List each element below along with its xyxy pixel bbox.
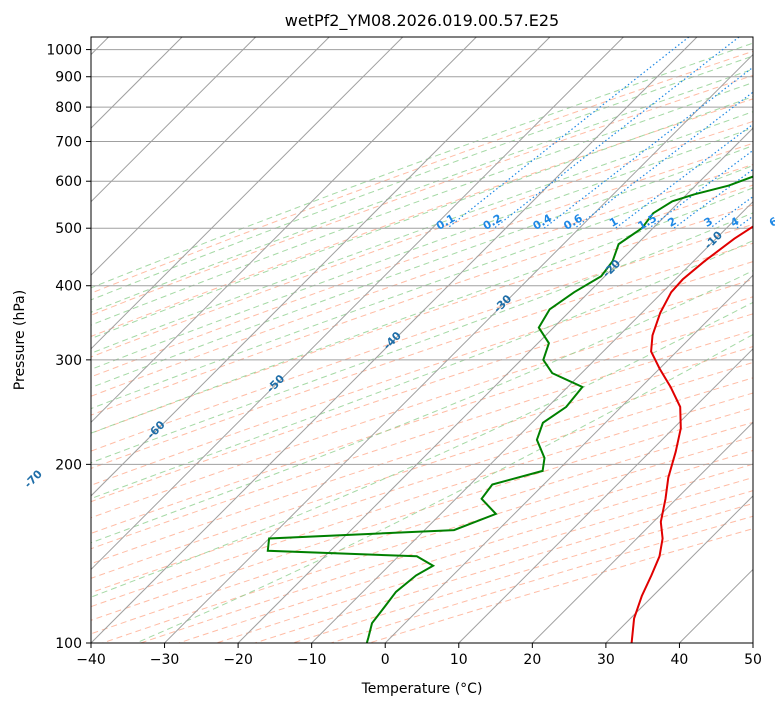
y-axis-label: Pressure (hPa) (12, 290, 28, 390)
moist-adiabat (91, 96, 753, 340)
y-tick-label: 800 (55, 100, 82, 116)
isotherm-line (679, 568, 753, 643)
x-tick-label: −20 (223, 652, 253, 668)
mixing-ratio-line (615, 123, 753, 229)
moist-adiabat (91, 164, 753, 410)
x-tick-label: −30 (150, 652, 180, 668)
x-tick-label: 50 (744, 652, 762, 668)
x-tick-label: −10 (297, 652, 327, 668)
background-lines (91, 37, 753, 643)
isotherm-label: -20 (600, 257, 623, 280)
y-tick-label: 600 (55, 174, 82, 190)
moist-adiabat (91, 145, 753, 389)
dewpoint-line (266, 175, 753, 643)
data-series (266, 175, 753, 643)
mixing-ratio-label: 0.4 (531, 212, 555, 233)
dry-adiabat (369, 528, 753, 643)
isotherm-line (91, 37, 551, 497)
y-tick-label: 400 (55, 279, 82, 295)
x-tick-label: 20 (523, 652, 541, 668)
chart-title: wetPf2_YM08.2026.019.00.57.E25 (285, 11, 559, 31)
moist-adiabat (91, 212, 753, 464)
dry-adiabat (91, 377, 753, 594)
isotherm-line (752, 642, 753, 643)
y-tick-label: 900 (55, 70, 82, 86)
mixing-ratio-label: 0.1 (434, 212, 457, 233)
dry-adiabat (91, 50, 753, 294)
x-axis: −40 −30 −20 −10 0 10 20 30 40 50 (76, 643, 762, 668)
y-tick-label: 300 (55, 353, 82, 369)
mixing-ratio-label: 0.2 (481, 212, 504, 233)
isotherm-label: -30 (491, 292, 514, 315)
dry-adiabat (91, 223, 753, 452)
dry-adiabat (292, 502, 753, 643)
isotherm-line (531, 421, 753, 643)
y-tick-label: 1000 (46, 43, 82, 59)
isotherm-line (91, 37, 477, 424)
isotherm-line (91, 37, 698, 643)
moist-adiabat (91, 127, 753, 370)
isotherm-line (91, 37, 624, 571)
isotherm-line (384, 274, 753, 643)
mixing-ratio-line (493, 37, 740, 229)
dry-adiabat (91, 163, 753, 397)
mixing-ratio-label: 3 (702, 215, 715, 230)
mixing-ratio-label: 6 (767, 214, 775, 229)
mixing-ratio-label: 2 (666, 215, 679, 230)
plot-frame (90, 36, 754, 644)
y-tick-label: 200 (55, 457, 82, 473)
isotherm-label: -60 (144, 418, 167, 441)
isotherm-line (458, 348, 753, 643)
moist-adiabat (91, 111, 753, 354)
mixing-ratio-label: 1 (607, 215, 620, 230)
isotherm-line (164, 53, 753, 643)
moist-adiabat (91, 82, 753, 326)
dry-adiabat (91, 313, 753, 534)
temperature-line (630, 225, 753, 643)
mixing-ratio-line (543, 66, 753, 229)
dry-adiabat (91, 74, 753, 316)
isotherm-line (605, 495, 753, 643)
y-tick-label: 100 (55, 636, 82, 652)
dry-adiabat (178, 463, 753, 643)
x-tick-label: 0 (381, 652, 390, 668)
dry-adiabat (91, 142, 753, 378)
isotherm-label: -70 (22, 467, 45, 490)
moist-adiabat (91, 187, 753, 434)
moist-adiabat (91, 55, 753, 301)
x-tick-label: −40 (76, 652, 106, 668)
y-tick-label: 500 (55, 221, 82, 237)
dry-adiabat (91, 278, 753, 503)
y-axis: 1000 900 800 700 600 500 400 300 200 100 (46, 43, 91, 652)
moist-adiabat (91, 68, 753, 313)
mixing-ratio-label: 4 (728, 214, 741, 229)
isotherm-line (91, 37, 404, 350)
isotherm-line (237, 127, 753, 643)
x-tick-label: 10 (450, 652, 468, 668)
x-axis-label: Temperature (°C) (361, 681, 483, 697)
x-tick-label: 40 (671, 652, 689, 668)
isotherm-line (91, 37, 330, 276)
dry-adiabat (91, 329, 753, 550)
y-tick-label: 700 (55, 134, 82, 150)
dry-adiabat (91, 184, 753, 416)
x-tick-label: 30 (597, 652, 615, 668)
moist-adiabat (135, 333, 753, 643)
line-labels: -100-90-80-70-60-50-40-30-20-10010203040… (22, 212, 775, 491)
isotherm-line (311, 200, 753, 643)
dry-adiabat (91, 98, 753, 337)
isotherm-line (91, 37, 257, 203)
mixing-ratio-line (574, 91, 753, 229)
